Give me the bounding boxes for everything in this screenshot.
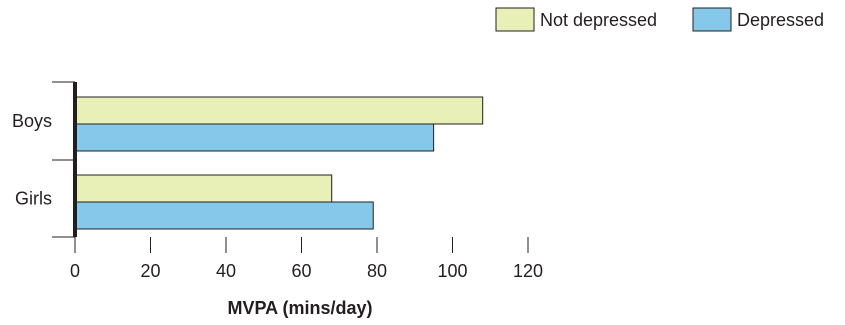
legend-label-depressed: Depressed	[737, 10, 824, 30]
bar-boys-not-depressed	[74, 96, 484, 125]
bar-girls-depressed	[74, 201, 374, 230]
x-axis-label: MVPA (mins/day)	[227, 298, 372, 318]
bar-girls-not-depressed	[74, 174, 333, 203]
legend-swatch-depressed	[692, 7, 732, 32]
category-label-girls: Girls	[15, 189, 52, 209]
bars-group	[74, 96, 484, 230]
category-label-boys: Boys	[12, 111, 52, 131]
legend-swatch-not-depressed	[495, 7, 535, 32]
legend-label-not-depressed: Not depressed	[540, 10, 657, 30]
x-tick-label-60: 60	[291, 261, 311, 281]
axes-group: Boys Girls 0 20 40 60 80 100 120	[12, 81, 543, 281]
bar-boys-depressed	[74, 123, 435, 152]
x-tick-label-100: 100	[437, 261, 467, 281]
x-tick-label-80: 80	[367, 261, 387, 281]
x-tick-label-0: 0	[70, 261, 80, 281]
legend: Not depressed Depressed	[495, 7, 824, 32]
x-tick-label-40: 40	[216, 261, 236, 281]
x-tick-label-20: 20	[140, 261, 160, 281]
x-tick-label-120: 120	[513, 261, 543, 281]
